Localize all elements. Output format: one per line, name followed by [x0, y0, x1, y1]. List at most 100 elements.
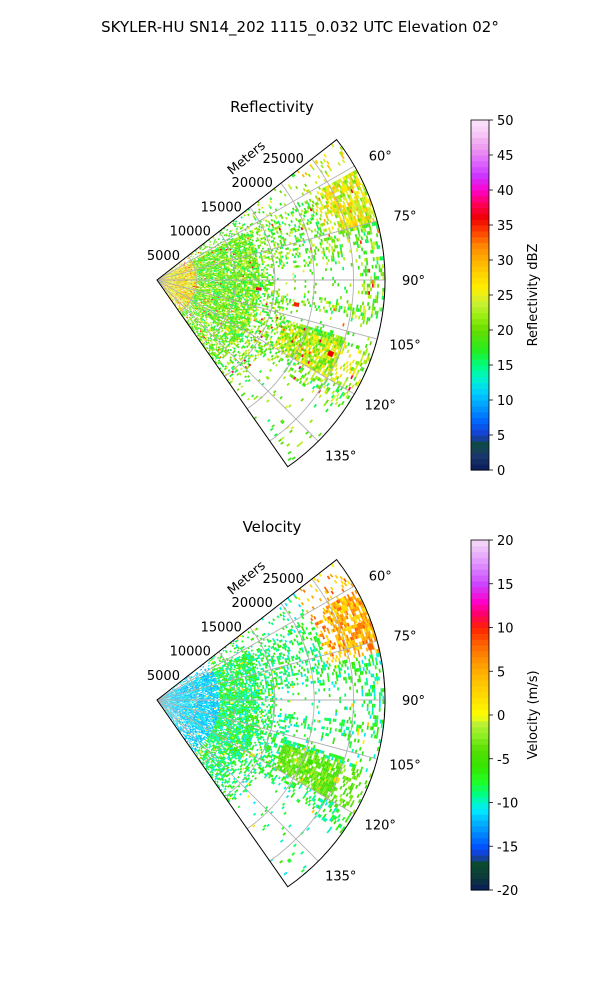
data-cell [313, 353, 316, 357]
data-cell [187, 296, 190, 298]
data-cell [204, 269, 207, 271]
data-cell [226, 282, 229, 284]
data-cell [382, 276, 385, 280]
data-cell [219, 277, 222, 279]
data-cell [355, 344, 359, 349]
data-cell [351, 314, 354, 319]
data-cell [174, 282, 177, 283]
data-cell [320, 297, 323, 301]
data-cell [319, 160, 324, 165]
data-cell [217, 286, 220, 288]
data-cell [310, 355, 314, 359]
data-cell [249, 276, 252, 279]
data-cell [236, 288, 239, 290]
data-cell [184, 290, 187, 292]
data-cell [244, 262, 247, 265]
data-cell [238, 285, 241, 288]
data-cell [350, 189, 354, 194]
data-cell [308, 198, 312, 202]
data-cell [256, 276, 258, 279]
data-cell [259, 285, 262, 288]
data-cell [253, 264, 256, 267]
data-cell [241, 316, 244, 319]
data-cell [273, 220, 276, 223]
data-cell [358, 221, 362, 226]
data-cell [355, 373, 359, 378]
data-cell [169, 287, 171, 289]
data-cell [252, 281, 255, 284]
data-cell [233, 240, 236, 243]
data-cell [203, 295, 206, 298]
data-cell [356, 198, 360, 203]
data-cell [367, 215, 371, 220]
data-cell [172, 274, 175, 276]
data-cell [373, 272, 376, 277]
data-cell [281, 308, 285, 312]
data-cell [327, 249, 331, 253]
data-cell [199, 281, 201, 283]
data-cell [234, 246, 237, 249]
data-cell [281, 264, 284, 267]
data-cell [216, 305, 219, 307]
data-cell [232, 314, 236, 317]
data-cell [183, 276, 186, 277]
data-cell [222, 247, 225, 250]
data-cell [333, 189, 337, 194]
data-cell [247, 248, 250, 251]
data-cell [192, 276, 194, 278]
data-cell [316, 230, 319, 235]
data-cell [256, 232, 259, 236]
data-cell [267, 287, 270, 290]
data-cell [177, 285, 180, 287]
data-cell [186, 276, 189, 278]
data-cell [222, 285, 225, 288]
data-cell [366, 287, 369, 292]
data-cell [210, 296, 213, 298]
data-cell [187, 293, 190, 295]
data-cell [335, 207, 339, 211]
data-cell [331, 252, 335, 256]
data-cell [300, 209, 304, 213]
data-cell [326, 371, 331, 376]
data-cell [367, 219, 370, 224]
data-cell [240, 284, 243, 286]
data-cell [376, 228, 380, 234]
data-cell [267, 293, 270, 296]
data-cell [180, 281, 182, 282]
data-cell [360, 205, 364, 210]
data-cell [238, 248, 241, 251]
data-cell [179, 289, 182, 291]
data-cell [214, 284, 217, 286]
data-cell [175, 287, 177, 289]
data-cell [180, 288, 182, 290]
data-cell [160, 277, 163, 279]
data-cell [236, 238, 239, 242]
data-cell [223, 248, 226, 251]
data-cell [235, 261, 238, 264]
data-cell [301, 367, 305, 372]
data-cell [323, 218, 327, 223]
data-cell [201, 271, 204, 273]
data-cell [345, 218, 348, 223]
data-cell [368, 202, 372, 207]
data-cell [178, 277, 181, 279]
data-cell [200, 298, 203, 300]
data-cell [236, 322, 239, 325]
data-cell [367, 352, 371, 358]
data-cell [287, 325, 291, 329]
data-cell [178, 275, 180, 277]
data-cell [220, 246, 223, 249]
data-cell [178, 263, 181, 266]
data-cell [248, 240, 251, 243]
data-cell [339, 343, 343, 348]
data-cell [207, 310, 210, 313]
data-cell [220, 229, 223, 232]
data-cell [199, 258, 202, 260]
data-cell [324, 297, 327, 301]
data-cell [334, 214, 338, 219]
data-cell [310, 358, 314, 363]
data-cell [178, 282, 180, 283]
data-cell [244, 300, 247, 303]
data-cell [282, 336, 286, 340]
